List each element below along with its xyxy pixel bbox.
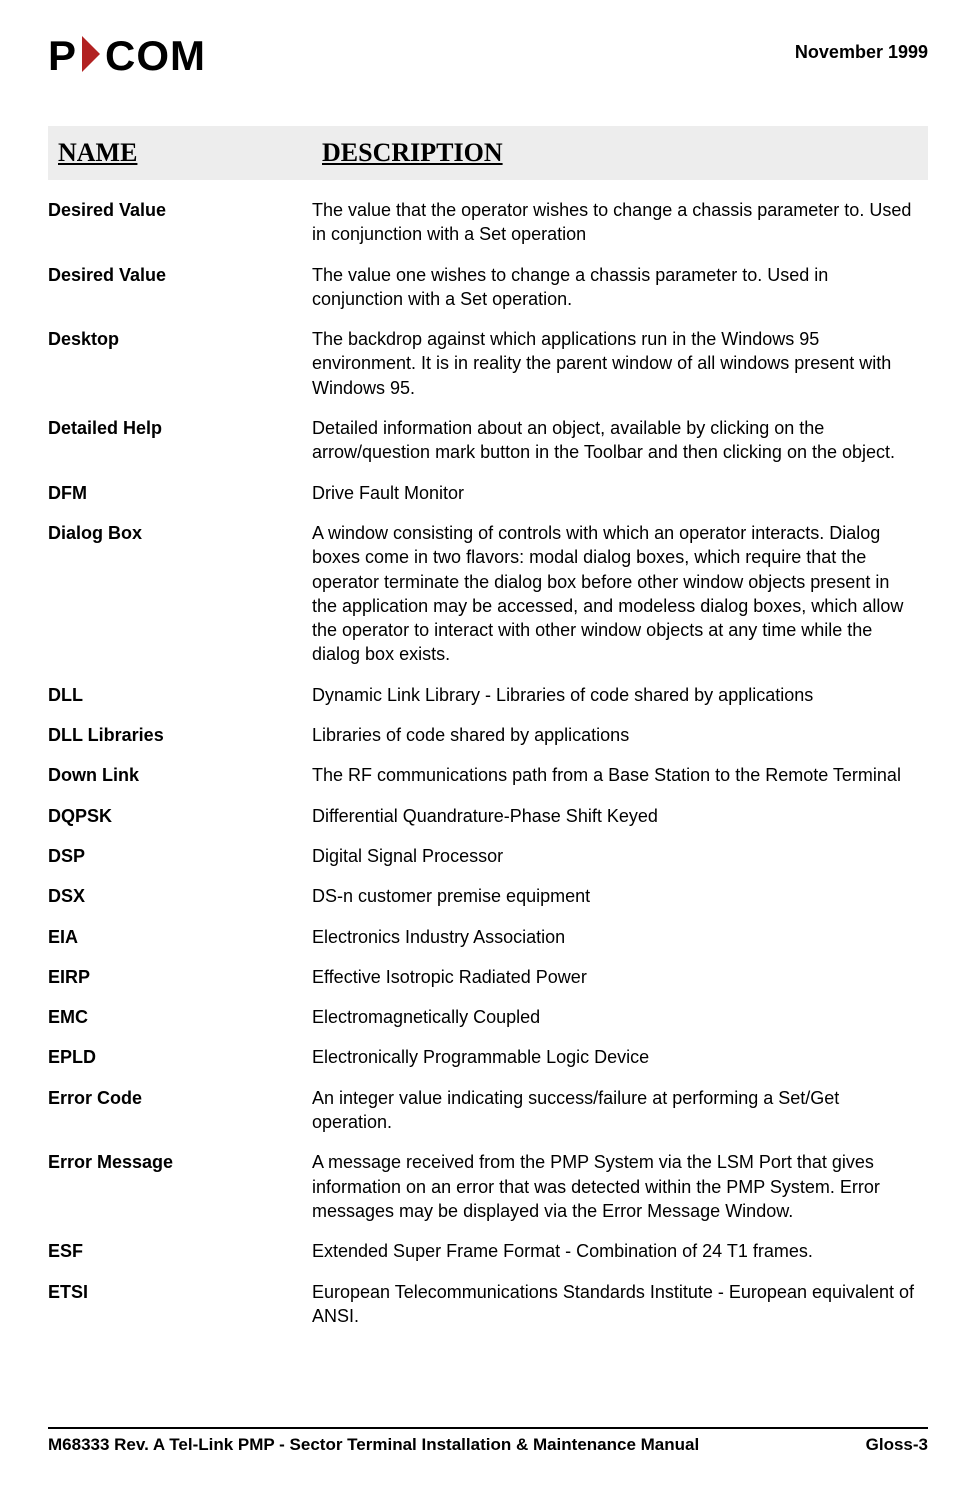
glossary-description: Libraries of code shared by applications	[312, 723, 918, 747]
glossary-description: The backdrop against which applications …	[312, 327, 918, 400]
page: P COM November 1999 NAME DESCRIPTION Des…	[0, 0, 976, 1485]
glossary-description: A window consisting of controls with whi…	[312, 521, 918, 667]
glossary-row: DQPSKDifferential Quandrature-Phase Shif…	[48, 796, 928, 836]
glossary-term: DSP	[48, 844, 312, 868]
column-header-description: DESCRIPTION	[322, 138, 918, 168]
glossary-term: Desired Value	[48, 263, 312, 312]
header-date: November 1999	[795, 42, 928, 63]
glossary-row: DLL LibrariesLibraries of code shared by…	[48, 715, 928, 755]
glossary-description: Drive Fault Monitor	[312, 481, 918, 505]
glossary-row: Down LinkThe RF communications path from…	[48, 755, 928, 795]
logo: P COM	[48, 32, 206, 80]
glossary-description: A message received from the PMP System v…	[312, 1150, 918, 1223]
glossary-term: Desktop	[48, 327, 312, 400]
glossary-description: European Telecommunications Standards In…	[312, 1280, 918, 1329]
glossary-term: EIRP	[48, 965, 312, 989]
page-footer: M68333 Rev. A Tel-Link PMP - Sector Term…	[48, 1427, 928, 1455]
glossary-row: DSPDigital Signal Processor	[48, 836, 928, 876]
glossary-row: DFMDrive Fault Monitor	[48, 473, 928, 513]
glossary-description: DS-n customer premise equipment	[312, 884, 918, 908]
glossary-row: ESFExtended Super Frame Format - Combina…	[48, 1231, 928, 1271]
glossary-description: Extended Super Frame Format - Combinatio…	[312, 1239, 918, 1263]
glossary-term: EMC	[48, 1005, 312, 1029]
glossary-term: DFM	[48, 481, 312, 505]
glossary-term: Detailed Help	[48, 416, 312, 465]
glossary-term: DLL Libraries	[48, 723, 312, 747]
glossary-row: Detailed HelpDetailed information about …	[48, 408, 928, 473]
logo-text-com: COM	[105, 32, 206, 80]
glossary-description: Electronics Industry Association	[312, 925, 918, 949]
glossary-description: The RF communications path from a Base S…	[312, 763, 918, 787]
glossary-term: Dialog Box	[48, 521, 312, 667]
glossary-description: Differential Quandrature-Phase Shift Key…	[312, 804, 918, 828]
glossary-description: Detailed information about an object, av…	[312, 416, 918, 465]
glossary-row: Error CodeAn integer value indicating su…	[48, 1078, 928, 1143]
glossary-description: The value one wishes to change a chassis…	[312, 263, 918, 312]
glossary-term: Error Message	[48, 1150, 312, 1223]
glossary-description: Dynamic Link Library - Libraries of code…	[312, 683, 918, 707]
glossary-row: EMCElectromagnetically Coupled	[48, 997, 928, 1037]
glossary-term: EIA	[48, 925, 312, 949]
footer-right: Gloss-3	[866, 1435, 928, 1455]
glossary-term: Error Code	[48, 1086, 312, 1135]
glossary-description: Electronically Programmable Logic Device	[312, 1045, 918, 1069]
glossary-description: An integer value indicating success/fail…	[312, 1086, 918, 1135]
table-header-row: NAME DESCRIPTION	[48, 126, 928, 180]
glossary-row: DSXDS-n customer premise equipment	[48, 876, 928, 916]
glossary-description: Effective Isotropic Radiated Power	[312, 965, 918, 989]
glossary-description: Electromagnetically Coupled	[312, 1005, 918, 1029]
table-body: Desired ValueThe value that the operator…	[48, 190, 928, 1336]
glossary-term: DQPSK	[48, 804, 312, 828]
glossary-row: ETSIEuropean Telecommunications Standard…	[48, 1272, 928, 1337]
glossary-description: Digital Signal Processor	[312, 844, 918, 868]
glossary-term: DSX	[48, 884, 312, 908]
glossary-term: ESF	[48, 1239, 312, 1263]
glossary-row: Desired ValueThe value that the operator…	[48, 190, 928, 255]
glossary-term: DLL	[48, 683, 312, 707]
glossary-row: Dialog BoxA window consisting of control…	[48, 513, 928, 675]
glossary-row: EPLDElectronically Programmable Logic De…	[48, 1037, 928, 1077]
column-header-name: NAME	[58, 138, 322, 168]
glossary-term: Down Link	[48, 763, 312, 787]
glossary-row: Desired ValueThe value one wishes to cha…	[48, 255, 928, 320]
glossary-row: DLLDynamic Link Library - Libraries of c…	[48, 675, 928, 715]
glossary-term: ETSI	[48, 1280, 312, 1329]
glossary-row: EIRPEffective Isotropic Radiated Power	[48, 957, 928, 997]
logo-letter-p: P	[48, 32, 77, 80]
page-header: P COM November 1999	[48, 32, 928, 80]
glossary-row: DesktopThe backdrop against which applic…	[48, 319, 928, 408]
glossary-term: Desired Value	[48, 198, 312, 247]
triangle-icon	[80, 34, 102, 79]
glossary-row: Error MessageA message received from the…	[48, 1142, 928, 1231]
glossary-term: EPLD	[48, 1045, 312, 1069]
content: NAME DESCRIPTION Desired ValueThe value …	[48, 126, 928, 1427]
glossary-description: The value that the operator wishes to ch…	[312, 198, 918, 247]
footer-left: M68333 Rev. A Tel-Link PMP - Sector Term…	[48, 1435, 699, 1455]
glossary-row: EIAElectronics Industry Association	[48, 917, 928, 957]
